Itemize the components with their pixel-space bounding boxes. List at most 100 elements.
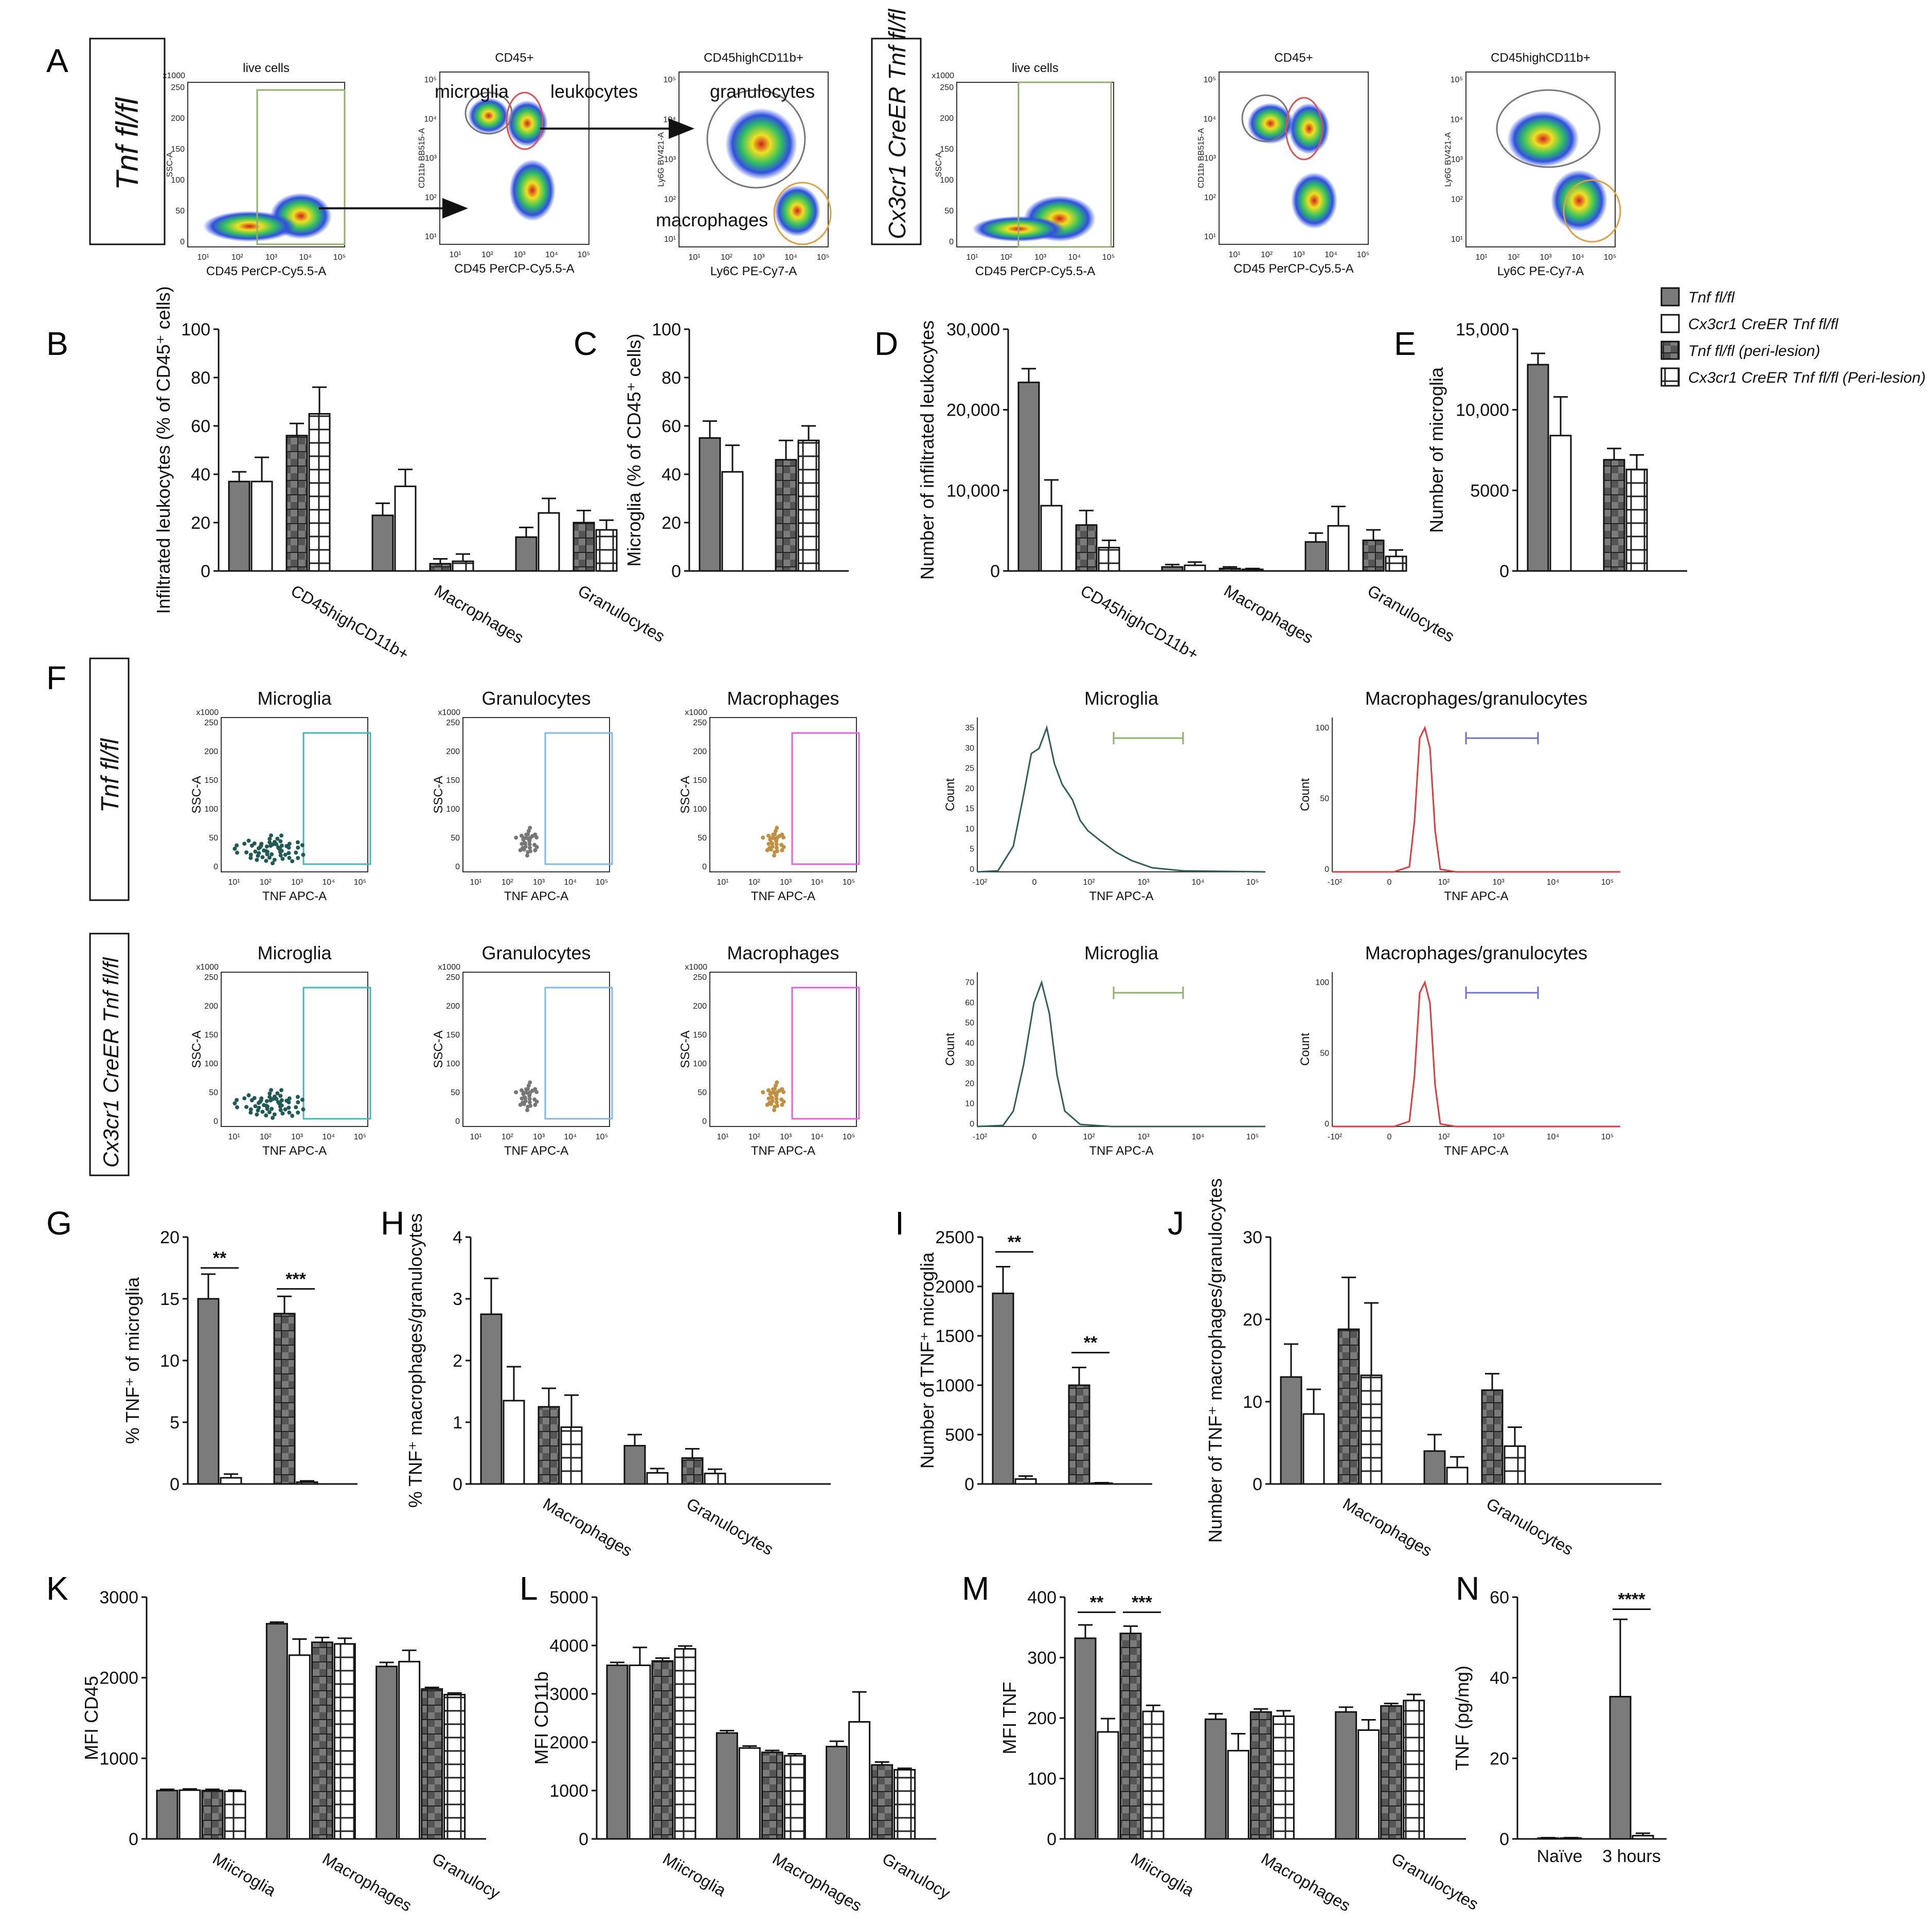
panel-label-f: F: [46, 659, 66, 696]
tnf-dot-plot-0-1: Granulocytes TNF APC-A SSC-A x1000 250 200 150…: [432, 688, 613, 903]
x-category-label: Granulocytes: [575, 581, 668, 646]
tnf-histogram-1-1: Macrophages/granulocytes TNF APC-A Count 10…: [1298, 942, 1620, 1158]
bar-d-s2-c1: [1219, 567, 1241, 572]
bar-l-s1-c1: [738, 1747, 761, 1840]
gate-ytick: 250: [171, 83, 185, 92]
x-category-label: Granulocy: [429, 1849, 503, 1903]
gate-xtick: 10²: [1261, 251, 1273, 259]
y-tick-label: 10: [160, 1351, 180, 1371]
dot-plot-ytick: 50: [209, 1088, 218, 1097]
dot-plot-xtick: 10¹: [470, 1133, 481, 1141]
bar-b-s1-c0: [251, 480, 273, 572]
event-dot: [766, 1088, 771, 1093]
event-dot: [294, 850, 298, 855]
gate-ytick: 10¹: [664, 235, 676, 244]
event-dot: [781, 845, 786, 849]
dot-plot-xtick: 10⁵: [596, 1133, 608, 1141]
gate-plot-frame: [1219, 71, 1369, 245]
event-dot: [525, 1108, 529, 1113]
event-dot: [257, 851, 261, 855]
gate-ytick: 10²: [425, 193, 437, 202]
hist-xtick: 10²: [1438, 878, 1450, 887]
event-dot: [275, 1091, 280, 1096]
dot-plot-ytick: 200: [204, 747, 218, 756]
event-dot: [232, 847, 237, 851]
event-dot: [264, 1099, 269, 1103]
dot-plot-xtick: 10⁴: [322, 878, 335, 887]
dot-plot-xtick: 10³: [533, 1133, 545, 1141]
bar-k-s2-c0: [201, 1790, 224, 1840]
event-dot: [527, 842, 532, 847]
dot-plot-xlabel: TNF APC-A: [751, 889, 815, 903]
event-dot: [520, 1088, 524, 1093]
event-dot: [781, 1099, 786, 1104]
dot-plot-xtick: 10²: [748, 1133, 761, 1141]
density-blob-1: [774, 185, 820, 237]
event-dot: [520, 833, 524, 838]
event-dot: [524, 836, 529, 840]
y-tick-label: 20: [661, 513, 681, 533]
label-macrophages: macrophages: [656, 209, 768, 230]
event-dot: [775, 826, 779, 830]
event-dot: [287, 855, 292, 860]
gate-title: CD45+: [495, 51, 533, 65]
gate-ytick: 10¹: [425, 232, 437, 241]
hist-xtick: 10³: [1137, 878, 1150, 887]
event-dot: [267, 855, 272, 860]
event-dot: [278, 1108, 283, 1113]
dot-plot-ytick: 50: [451, 1088, 460, 1097]
bar-m-s1-c1: [1227, 1749, 1249, 1840]
dot-plot-xlabel: TNF APC-A: [504, 1144, 568, 1158]
bar-b-s2-c2: [573, 522, 595, 572]
hist-curve: [1332, 980, 1620, 1128]
event-dot: [235, 843, 239, 848]
gate-ylabel: SSC-A: [935, 152, 943, 177]
dot-plot-xlabel: TNF APC-A: [751, 1144, 815, 1158]
gate-ytick: 10⁴: [1203, 115, 1216, 123]
event-dot: [780, 848, 784, 852]
y-tick-label: 1: [453, 1413, 462, 1433]
event-dot: [522, 847, 526, 852]
bar-g-s3-c0: [296, 1481, 318, 1485]
dot-plot-ytick: 100: [693, 805, 707, 814]
chart-d: 0 10,000 20,000 30,000 Number of infiltrated…: [917, 320, 1458, 664]
gate-ytick: 10²: [1451, 195, 1463, 204]
dot-plot-ytick: 150: [446, 776, 460, 785]
dot-plot-ytick: 250: [204, 719, 218, 727]
bar-l-s1-c0: [629, 1665, 651, 1840]
hist-xtick: 0: [1032, 1133, 1037, 1141]
event-dot: [773, 829, 778, 833]
hist-ytick: 20: [965, 1079, 974, 1088]
event-dot: [768, 837, 773, 842]
dot-plot-xlabel: TNF APC-A: [262, 889, 327, 903]
bar-c-s2-c0: [775, 459, 797, 572]
y-tick-label: 0: [1499, 1830, 1509, 1849]
gate-ytick: 10⁴: [1450, 116, 1463, 124]
event-dot: [278, 1094, 283, 1098]
dot-plot-ytick: 100: [204, 1060, 218, 1068]
bar-c-s3-c0: [797, 439, 820, 572]
hist-ytick: 25: [965, 764, 974, 773]
bar-e-s3-c0: [1625, 469, 1648, 572]
legend-swatch-1: [1660, 314, 1680, 333]
y-axis-label: Microglia (% of CD45⁺ cells): [623, 333, 645, 566]
density-blob-1: [1551, 170, 1607, 231]
gate-yunit: x1000: [932, 71, 954, 80]
dot-plot-xtick: 10⁵: [354, 878, 366, 887]
panel-label-l: L: [520, 1570, 538, 1607]
gate-xtick: 10³: [1034, 253, 1047, 262]
x-category-label: Granulocy: [879, 1849, 953, 1903]
chart-e: 0 5000 10,000 15,000 Number of microglia: [1426, 320, 1687, 581]
gate-ellipse-1: [1563, 179, 1621, 243]
event-dot: [771, 1090, 776, 1095]
event-dot: [280, 856, 285, 861]
dot-plot-yunit: x1000: [685, 963, 707, 972]
gate-xtick: 10³: [513, 251, 526, 259]
gate-ytick: 200: [940, 114, 954, 123]
gate-yunit: x1000: [163, 71, 185, 80]
event-dot: [244, 850, 248, 855]
hist-xtick: -10²: [1328, 878, 1343, 887]
hist-ytick: 0: [1325, 1120, 1329, 1129]
x-category-label: Macrophages: [1221, 581, 1317, 647]
